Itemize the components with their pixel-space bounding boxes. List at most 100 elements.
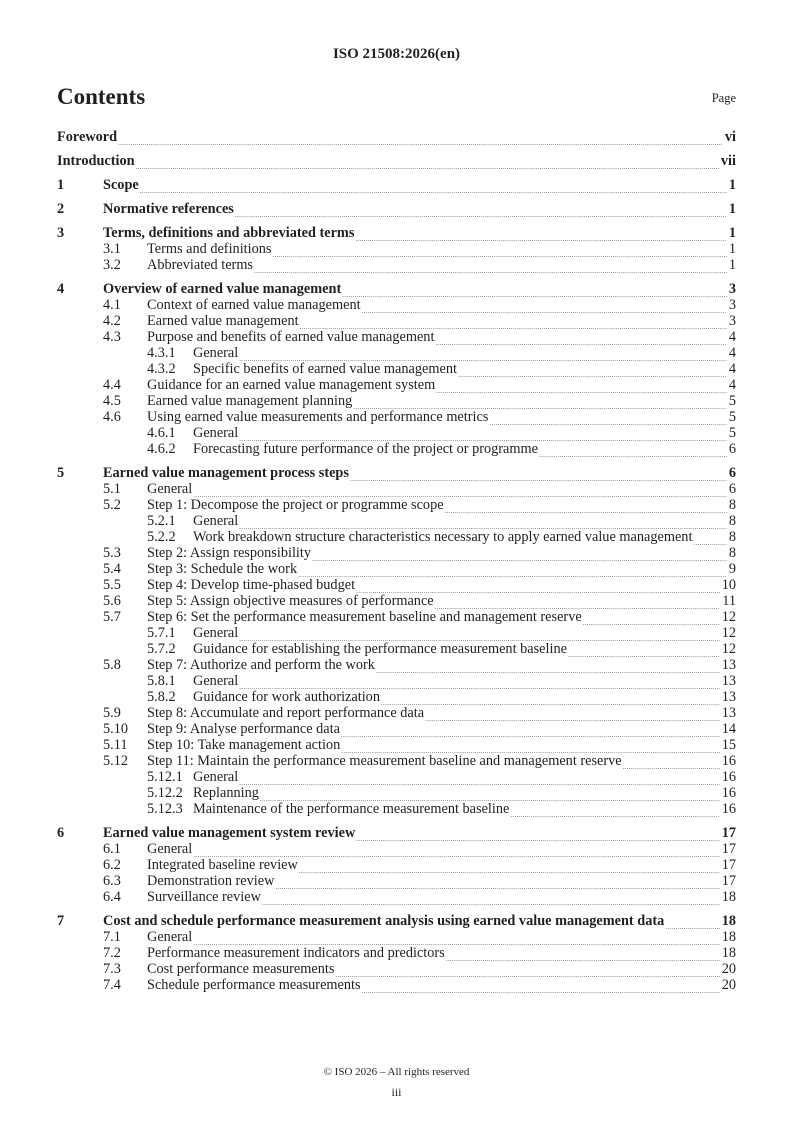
- toc-entry-page[interactable]: 3: [726, 313, 736, 329]
- toc-entry[interactable]: 5.2.1 General 8: [57, 513, 736, 529]
- toc-entry-page[interactable]: 1: [726, 201, 736, 217]
- toc-entry-page[interactable]: 16: [719, 753, 736, 769]
- toc-entry[interactable]: 4 Overview of earned value management 3: [57, 281, 736, 297]
- toc-entry[interactable]: 3.2 Abbreviated terms 1: [57, 257, 736, 273]
- toc-entry-page[interactable]: 12: [719, 609, 736, 625]
- toc-entry-page[interactable]: 16: [719, 769, 736, 785]
- toc-entry-title[interactable]: Step 11: Maintain the performance measur…: [147, 753, 704, 769]
- toc-entry[interactable]: 4.2 Earned value management 3: [57, 313, 736, 329]
- toc-entry-title[interactable]: Earned value management planning: [147, 393, 704, 409]
- toc-entry-page[interactable]: 4: [726, 361, 736, 377]
- toc-entry-page[interactable]: vi: [722, 129, 736, 145]
- toc-entry[interactable]: 5.3 Step 2: Assign responsibility 8: [57, 545, 736, 561]
- toc-entry-page[interactable]: 3: [726, 281, 736, 297]
- toc-entry[interactable]: 6.2 Integrated baseline review 17: [57, 857, 736, 873]
- toc-entry-title[interactable]: Step 3: Schedule the work: [147, 561, 704, 577]
- toc-entry-title[interactable]: Terms, definitions and abbreviated terms: [103, 225, 704, 241]
- toc-entry-title[interactable]: Earned value management system review: [103, 825, 704, 841]
- toc-entry-title[interactable]: Abbreviated terms: [147, 257, 704, 273]
- toc-entry-page[interactable]: 13: [719, 673, 736, 689]
- toc-entry-title[interactable]: Introduction: [57, 153, 704, 169]
- toc-entry-title[interactable]: Work breakdown structure characteristics…: [193, 529, 694, 545]
- toc-entry-title[interactable]: Scope: [103, 177, 704, 193]
- toc-entry-title[interactable]: Earned value management: [147, 313, 704, 329]
- toc-entry-title[interactable]: Forecasting future performance of the pr…: [193, 441, 704, 457]
- toc-entry[interactable]: 5.8 Step 7: Authorize and perform the wor…: [57, 657, 736, 673]
- toc-entry[interactable]: 5.12.2 Replanning 16: [57, 785, 736, 801]
- toc-entry[interactable]: 7.3 Cost performance measurements 20: [57, 961, 736, 977]
- toc-entry-title[interactable]: Using earned value measurements and perf…: [147, 409, 704, 425]
- toc-entry-page[interactable]: 4: [726, 377, 736, 393]
- toc-entry-page[interactable]: 4: [726, 345, 736, 361]
- toc-entry[interactable]: 6.4 Surveillance review 18: [57, 889, 736, 905]
- toc-entry-title[interactable]: Overview of earned value management: [103, 281, 704, 297]
- toc-entry-title[interactable]: Guidance for establishing the performanc…: [193, 641, 704, 657]
- toc-entry[interactable]: 3.1 Terms and definitions 1: [57, 241, 736, 257]
- toc-entry-page[interactable]: 15: [719, 737, 736, 753]
- toc-entry[interactable]: 5.8.1 General 13: [57, 673, 736, 689]
- toc-entry-page[interactable]: 14: [719, 721, 736, 737]
- toc-entry[interactable]: 5.6 Step 5: Assign objective measures of …: [57, 593, 736, 609]
- toc-entry-page[interactable]: 3: [726, 297, 736, 313]
- toc-entry-title[interactable]: Step 9: Analyse performance data: [147, 721, 704, 737]
- toc-entry[interactable]: Foreword vi: [57, 129, 736, 145]
- toc-entry-page[interactable]: 12: [719, 625, 736, 641]
- toc-entry-page[interactable]: 18: [719, 889, 736, 905]
- toc-entry-page[interactable]: 4: [726, 329, 736, 345]
- toc-entry-page[interactable]: 10: [719, 577, 736, 593]
- toc-entry-title[interactable]: Step 6: Set the performance measurement …: [147, 609, 704, 625]
- toc-entry-title[interactable]: Schedule performance measurements: [147, 977, 704, 993]
- toc-entry-title[interactable]: Step 5: Assign objective measures of per…: [147, 593, 704, 609]
- toc-entry-title[interactable]: Specific benefits of earned value manage…: [193, 361, 704, 377]
- toc-entry[interactable]: 5.7.2 Guidance for establishing the perfo…: [57, 641, 736, 657]
- toc-entry[interactable]: 4.3.2 Specific benefits of earned value m…: [57, 361, 736, 377]
- toc-entry[interactable]: 7.1 General 18: [57, 929, 736, 945]
- toc-entry[interactable]: 5.5 Step 4: Develop time-phased budget 10: [57, 577, 736, 593]
- toc-entry-page[interactable]: 5: [726, 409, 736, 425]
- toc-entry[interactable]: 5.8.2 Guidance for work authorization 13: [57, 689, 736, 705]
- toc-entry-page[interactable]: 20: [719, 961, 736, 977]
- toc-entry-title[interactable]: Cost performance measurements: [147, 961, 704, 977]
- toc-entry[interactable]: 5.4 Step 3: Schedule the work 9: [57, 561, 736, 577]
- toc-entry-page[interactable]: 17: [719, 841, 736, 857]
- toc-entry-title[interactable]: General: [193, 625, 704, 641]
- toc-entry[interactable]: 6 Earned value management system review 17: [57, 825, 736, 841]
- toc-entry[interactable]: 6.3 Demonstration review 17: [57, 873, 736, 889]
- toc-entry-title[interactable]: Replanning: [193, 785, 704, 801]
- toc-entry-page[interactable]: 18: [719, 913, 736, 929]
- toc-entry[interactable]: 5.9 Step 8: Accumulate and report perform…: [57, 705, 736, 721]
- toc-entry-title[interactable]: Step 2: Assign responsibility: [147, 545, 704, 561]
- toc-entry-page[interactable]: 18: [719, 929, 736, 945]
- toc-entry-title[interactable]: General: [193, 425, 704, 441]
- toc-entry-page[interactable]: 13: [719, 689, 736, 705]
- toc-entry-title[interactable]: General: [193, 345, 704, 361]
- toc-entry[interactable]: 5.7 Step 6: Set the performance measureme…: [57, 609, 736, 625]
- toc-entry-title[interactable]: Step 4: Develop time-phased budget: [147, 577, 704, 593]
- toc-entry-page[interactable]: vii: [718, 153, 736, 169]
- toc-entry-title[interactable]: Step 1: Decompose the project or program…: [147, 497, 704, 513]
- toc-entry-title[interactable]: Performance measurement indicators and p…: [147, 945, 704, 961]
- toc-entry[interactable]: 6.1 General 17: [57, 841, 736, 857]
- toc-entry-title[interactable]: Earned value management process steps: [103, 465, 704, 481]
- toc-entry-page[interactable]: 11: [720, 593, 736, 609]
- toc-entry[interactable]: 7.2 Performance measurement indicators an…: [57, 945, 736, 961]
- toc-entry[interactable]: 5.2 Step 1: Decompose the project or prog…: [57, 497, 736, 513]
- toc-entry[interactable]: 5.12.1 General 16: [57, 769, 736, 785]
- toc-entry[interactable]: 4.6 Using earned value measurements and p…: [57, 409, 736, 425]
- toc-entry-page[interactable]: 5: [726, 393, 736, 409]
- toc-entry[interactable]: 4.6.2 Forecasting future performance of t…: [57, 441, 736, 457]
- toc-entry-title[interactable]: Foreword: [57, 129, 704, 145]
- toc-entry[interactable]: 5.10 Step 9: Analyse performance data 14: [57, 721, 736, 737]
- toc-entry-title[interactable]: Step 10: Take management action: [147, 737, 704, 753]
- toc-entry-page[interactable]: 8: [726, 513, 736, 529]
- toc-entry-page[interactable]: 18: [719, 945, 736, 961]
- toc-entry-title[interactable]: Maintenance of the performance measureme…: [193, 801, 704, 817]
- toc-entry-title[interactable]: Cost and schedule performance measuremen…: [103, 913, 694, 929]
- toc-entry[interactable]: 2 Normative references 1: [57, 201, 736, 217]
- toc-entry-title[interactable]: General: [193, 513, 704, 529]
- toc-entry-page[interactable]: 8: [726, 529, 736, 545]
- toc-entry[interactable]: 4.6.1 General 5: [57, 425, 736, 441]
- toc-entry-page[interactable]: 12: [719, 641, 736, 657]
- toc-entry[interactable]: 5.11 Step 10: Take management action 15: [57, 737, 736, 753]
- toc-entry[interactable]: 4.1 Context of earned value management 3: [57, 297, 736, 313]
